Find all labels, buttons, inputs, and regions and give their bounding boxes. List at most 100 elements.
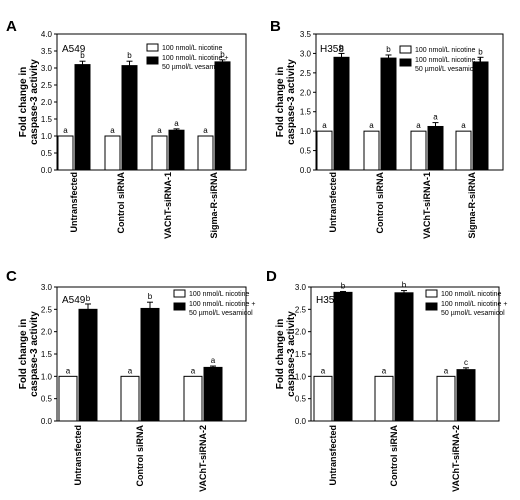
y-axis-label: caspase-3 activity	[29, 59, 40, 145]
bar-nicotine	[120, 375, 140, 422]
significance-label: a	[203, 126, 208, 135]
category-label: VAChT-siRNA-2	[451, 425, 461, 492]
significance-label: c	[464, 358, 468, 367]
significance-label: b	[127, 51, 132, 60]
significance-label: b	[220, 50, 225, 59]
significance-label: b	[478, 47, 483, 56]
legend-swatch-combo	[399, 58, 412, 67]
bar-nicotine	[455, 130, 472, 171]
significance-label: b	[80, 51, 85, 60]
bar-combo	[472, 61, 489, 171]
bar-nicotine	[151, 135, 168, 171]
bar-combo	[78, 308, 98, 422]
y-tick-label: 2.5	[41, 81, 53, 90]
y-axis-label: caspase-3 activity	[29, 311, 40, 397]
y-tick-label: 2.5	[295, 305, 307, 314]
bar-combo	[168, 129, 185, 171]
y-tick-label: 3.0	[295, 283, 307, 292]
category-label: VAChT-siRNA-1	[422, 172, 432, 239]
legend-label-combo: 100 nmol/L nicotine +	[162, 55, 228, 62]
cell-line-label: A549	[62, 295, 86, 306]
significance-label: a	[110, 126, 115, 135]
significance-label: a	[322, 121, 327, 130]
significance-label: a	[66, 366, 71, 375]
y-axis-label: Fold change in	[275, 319, 286, 390]
panel-letter: A	[6, 18, 17, 35]
y-tick-label: 0.5	[41, 149, 53, 158]
bar-combo	[394, 292, 414, 422]
significance-label: a	[444, 366, 449, 375]
bar-combo	[427, 125, 444, 171]
bar-combo	[333, 56, 350, 171]
bar-nicotine	[316, 130, 333, 171]
bar-nicotine	[104, 135, 121, 171]
y-tick-label: 2.0	[41, 328, 53, 337]
y-tick-label: 2.0	[300, 88, 312, 97]
legend-label-nicotine: 100 nmol/L nicotine	[189, 291, 250, 298]
panel-letter: D	[266, 268, 277, 285]
legend-label-combo: 100 nmol/L nicotine +	[415, 57, 481, 64]
legend-swatch-nicotine	[173, 289, 186, 298]
y-tick-label: 3.0	[300, 49, 312, 58]
legend-swatch-combo	[173, 302, 186, 311]
bar-combo	[203, 366, 223, 422]
panel-letter: C	[6, 268, 17, 285]
significance-label: a	[191, 366, 196, 375]
legend-label-combo: 100 nmol/L nicotine +	[189, 301, 255, 308]
significance-label: b	[386, 45, 391, 54]
bar-combo	[456, 369, 476, 422]
significance-label: a	[174, 119, 179, 128]
category-label: Control siRNA	[375, 172, 385, 234]
category-label: VAChT-siRNA-2	[198, 425, 208, 492]
y-tick-label: 2.5	[41, 305, 53, 314]
significance-label: a	[369, 121, 374, 130]
legend-swatch-nicotine	[146, 43, 159, 52]
significance-label: b	[86, 294, 91, 303]
category-label: Sigma-R-siRNA	[209, 172, 219, 239]
legend-swatch-nicotine	[425, 289, 438, 298]
significance-label: a	[157, 126, 162, 135]
y-tick-label: 2.0	[41, 98, 53, 107]
category-label: Untransfected	[328, 425, 338, 486]
category-label: Untransfected	[328, 172, 338, 233]
significance-label: a	[382, 366, 387, 375]
y-tick-label: 0.0	[295, 417, 307, 426]
y-tick-label: 1.5	[41, 115, 53, 124]
significance-label: a	[128, 366, 133, 375]
bar-nicotine	[313, 375, 333, 422]
panel-letter: B	[270, 18, 281, 35]
y-tick-label: 1.0	[300, 127, 312, 136]
y-axis-label: Fold change in	[18, 319, 29, 390]
y-tick-label: 3.5	[300, 30, 312, 39]
significance-label: a	[211, 356, 216, 365]
y-tick-label: 3.0	[41, 283, 53, 292]
y-axis-label: Fold change in	[275, 67, 286, 138]
bar-combo	[333, 291, 353, 422]
significance-label: a	[433, 113, 438, 122]
significance-label: b	[402, 281, 407, 290]
legend-label-nicotine: 100 nmol/L nicotine	[441, 291, 502, 298]
legend-swatch-combo	[146, 56, 159, 65]
legend-label-combo: 50 µmol/L vesamicol	[189, 310, 253, 317]
y-tick-label: 1.0	[41, 132, 53, 141]
bar-nicotine	[58, 375, 78, 422]
y-axis-label: caspase-3 activity	[286, 59, 297, 145]
y-tick-label: 0.5	[41, 395, 53, 404]
bar-nicotine	[197, 135, 214, 171]
significance-label: b	[339, 43, 344, 52]
significance-label: a	[321, 366, 326, 375]
legend-swatch-nicotine	[399, 45, 412, 54]
legend-label-combo: 50 µmol/L vesamicol	[415, 66, 479, 73]
y-tick-label: 2.5	[300, 69, 312, 78]
category-label: Sigma-R-siRNA	[467, 172, 477, 239]
y-tick-label: 1.5	[295, 350, 307, 359]
bar-combo	[74, 64, 91, 171]
bar-combo	[214, 61, 231, 171]
significance-label: a	[416, 121, 421, 130]
y-tick-label: 0.0	[300, 166, 312, 175]
significance-label: a	[63, 126, 68, 135]
bar-nicotine	[436, 375, 456, 422]
category-label: VAChT-siRNA-1	[163, 172, 173, 239]
bar-nicotine	[410, 130, 427, 171]
